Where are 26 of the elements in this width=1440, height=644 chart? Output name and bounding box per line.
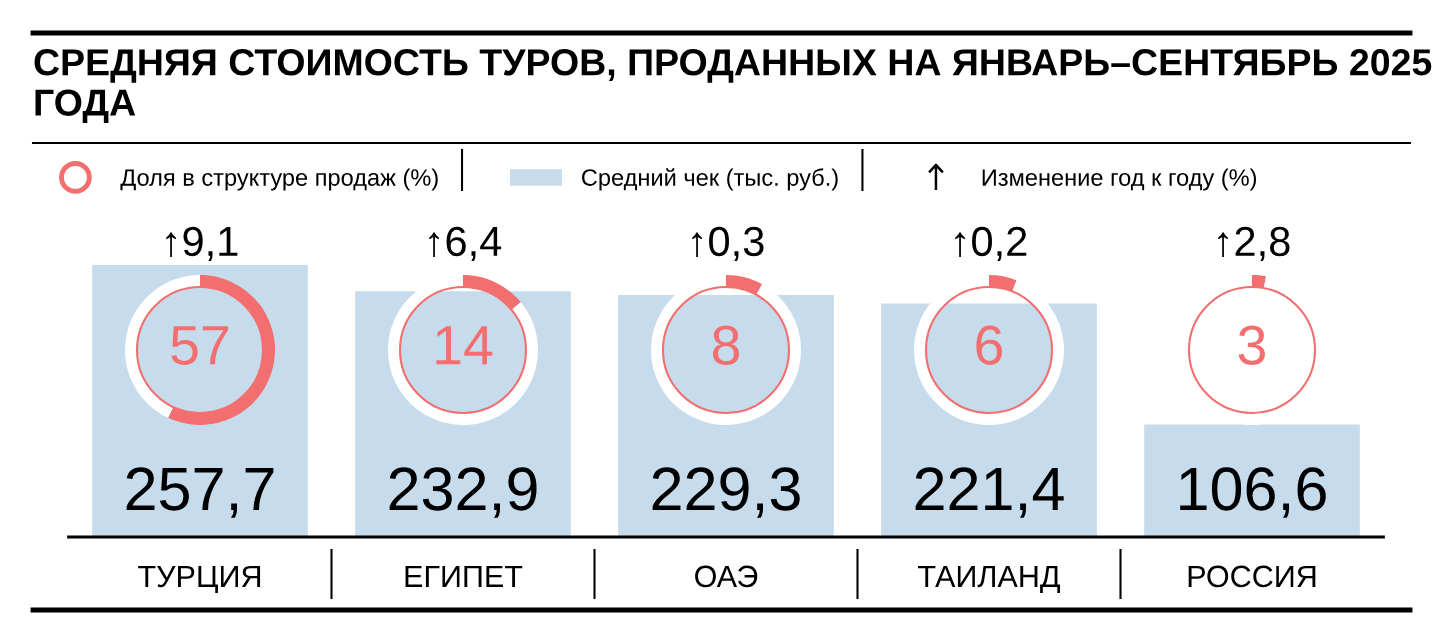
bar [1144, 424, 1360, 537]
chart-title: СРЕДНЯЯ СТОИМОСТЬ ТУРОВ, ПРОДАННЫХ НА ЯНВАРЬ–СЕНТЯБРЬ 2025 ГОДА [34, 48, 1432, 124]
data-label: 3 [1238, 325, 1266, 365]
data-label: 106,6 [1180, 467, 1326, 518]
x-tick-label: РОССИЯ [1188, 565, 1316, 588]
data-label: 6 [976, 325, 1003, 365]
x-tick-label: ТУРЦИЯ [138, 565, 261, 594]
data-label: 221,4 [915, 467, 1064, 518]
text: ↑0,3 [692, 226, 764, 262]
legend-label: Средний чек (тыс. руб.) [582, 168, 838, 191]
text: Доля в структуре продаж (%) [120, 168, 438, 191]
data-label: 257,7 [126, 467, 274, 518]
text: Изменение год к году (%) [982, 168, 1257, 191]
text: ↑2,8 [1218, 226, 1290, 262]
bar [92, 265, 308, 537]
data-label: 8 [712, 325, 740, 365]
text: ↑9,1 [166, 226, 238, 262]
data-label: 57 [171, 326, 229, 365]
data-label: 232,9 [389, 467, 537, 518]
x-tick-label: ОАЭ [695, 565, 758, 588]
x-tick-label: ЕГИПЕТ [405, 565, 523, 587]
data-label: 14 [436, 326, 493, 365]
text: ↑6,4 [429, 226, 502, 262]
x-tick-label: ТАИЛАНД [918, 565, 1061, 594]
text: ↑0,2 [955, 226, 1027, 262]
data-label: 229,3 [652, 467, 800, 518]
